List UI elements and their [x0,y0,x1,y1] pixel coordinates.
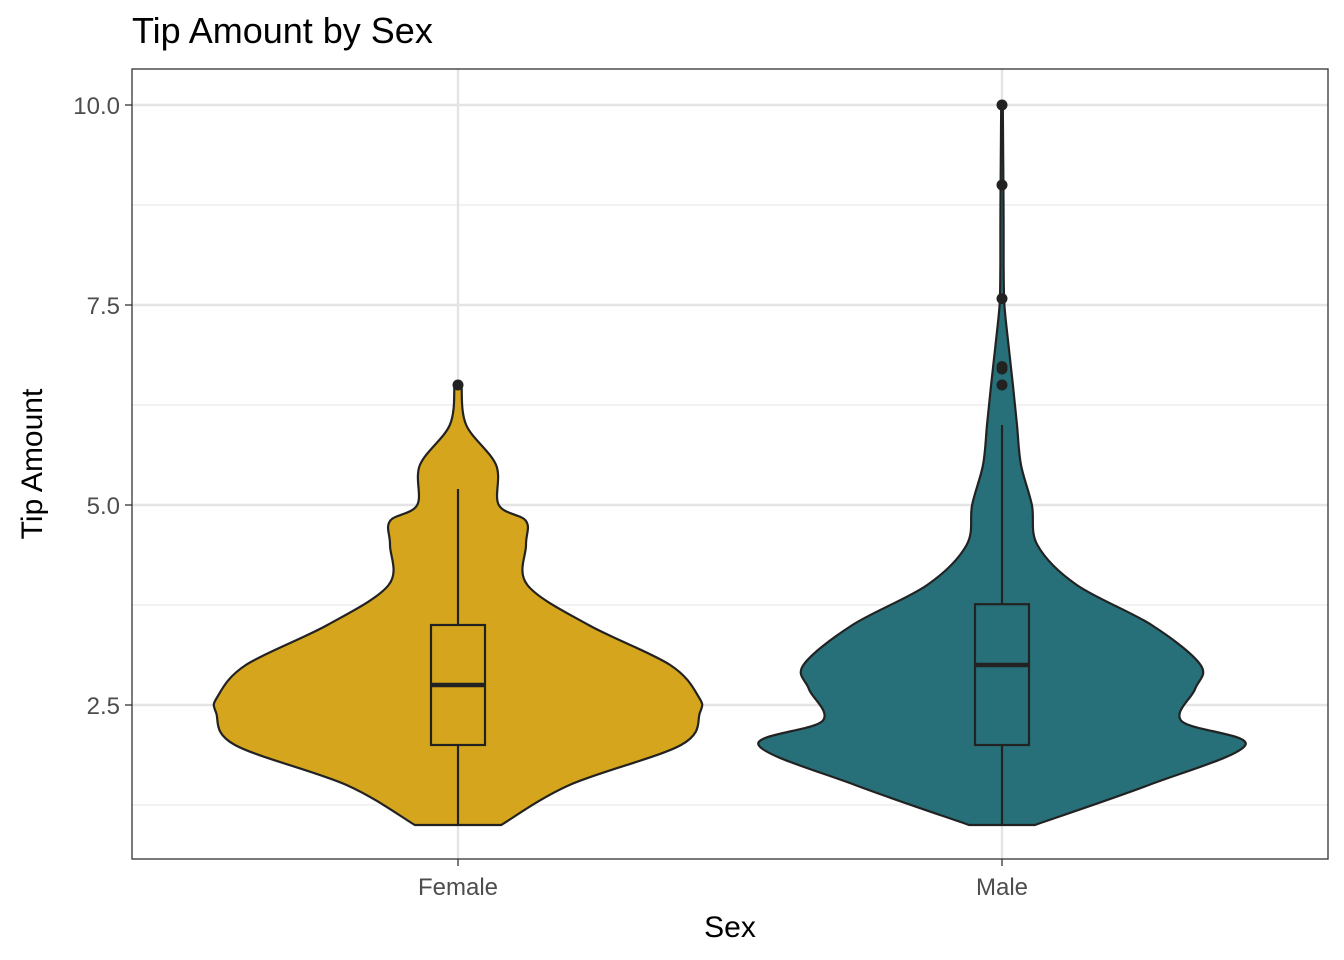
outlier-point-male [996,379,1008,391]
outlier-point-female [452,379,464,391]
outlier-point-male [996,361,1008,373]
x-tick-label: Female [418,874,498,901]
x-axis-title: Sex [704,911,756,944]
outlier-point-male [996,293,1008,305]
y-axis-title: Tip Amount [16,388,49,539]
y-tick-label: 5.0 [87,493,120,520]
y-tick-label: 7.5 [87,293,120,320]
y-tick-label: 10.0 [73,93,120,120]
plot-panel-border [131,68,1329,860]
axis-layer: 2.5 5.0 7.5 10.0 Female Male [73,93,1028,901]
chart-title: Tip Amount by Sex [132,10,433,51]
x-tick-label: Male [976,874,1028,901]
box-male [973,603,1031,747]
violin-layer [212,99,1247,827]
y-tick-label: 2.5 [87,693,120,720]
outlier-point-male [996,99,1008,111]
outlier-point-male [996,179,1008,191]
